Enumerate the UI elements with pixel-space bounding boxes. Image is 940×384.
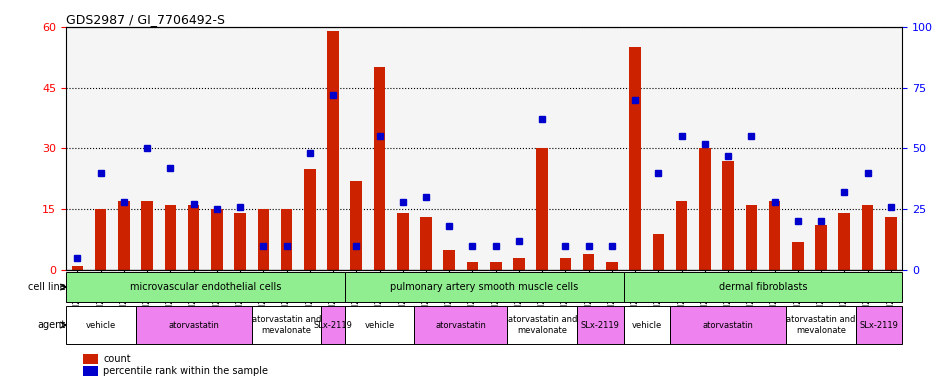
Bar: [722, 161, 734, 270]
Text: SLx-2119: SLx-2119: [581, 321, 619, 329]
Text: agent: agent: [38, 320, 66, 330]
Bar: [188, 205, 199, 270]
FancyBboxPatch shape: [321, 306, 345, 344]
FancyBboxPatch shape: [345, 271, 623, 303]
Bar: [466, 262, 478, 270]
Bar: [258, 209, 269, 270]
Bar: [490, 262, 502, 270]
Text: atorvastatin and
mevalonate: atorvastatin and mevalonate: [787, 315, 855, 335]
Bar: [83, 366, 98, 376]
Bar: [676, 201, 687, 270]
Text: GDS2987 / GI_7706492-S: GDS2987 / GI_7706492-S: [66, 13, 225, 26]
Bar: [118, 201, 130, 270]
FancyBboxPatch shape: [66, 306, 135, 344]
Text: atorvastatin: atorvastatin: [168, 321, 219, 329]
Bar: [420, 217, 431, 270]
Bar: [513, 258, 525, 270]
FancyBboxPatch shape: [415, 306, 508, 344]
Bar: [699, 149, 711, 270]
Bar: [769, 201, 780, 270]
Bar: [862, 205, 873, 270]
FancyBboxPatch shape: [856, 306, 902, 344]
Bar: [630, 47, 641, 270]
FancyBboxPatch shape: [345, 306, 415, 344]
Text: count: count: [103, 354, 131, 364]
Text: pulmonary artery smooth muscle cells: pulmonary artery smooth muscle cells: [390, 282, 578, 292]
Bar: [71, 266, 84, 270]
Bar: [304, 169, 316, 270]
FancyBboxPatch shape: [508, 306, 577, 344]
Bar: [234, 213, 246, 270]
Bar: [141, 201, 153, 270]
Text: vehicle: vehicle: [365, 321, 395, 329]
Bar: [606, 262, 618, 270]
Bar: [745, 205, 757, 270]
FancyBboxPatch shape: [623, 306, 670, 344]
Bar: [351, 181, 362, 270]
Bar: [95, 209, 106, 270]
Bar: [212, 209, 223, 270]
Text: atorvastatin: atorvastatin: [703, 321, 754, 329]
FancyBboxPatch shape: [66, 271, 345, 303]
FancyBboxPatch shape: [786, 306, 856, 344]
Text: vehicle: vehicle: [632, 321, 662, 329]
Bar: [164, 205, 176, 270]
Bar: [652, 233, 665, 270]
Bar: [397, 213, 409, 270]
FancyBboxPatch shape: [623, 271, 902, 303]
Text: microvascular endothelial cells: microvascular endothelial cells: [130, 282, 281, 292]
Text: atorvastatin and
mevalonate: atorvastatin and mevalonate: [252, 315, 321, 335]
Bar: [792, 242, 804, 270]
Bar: [444, 250, 455, 270]
Bar: [83, 354, 98, 364]
FancyBboxPatch shape: [670, 306, 786, 344]
Bar: [537, 149, 548, 270]
FancyBboxPatch shape: [577, 306, 623, 344]
FancyBboxPatch shape: [252, 306, 321, 344]
Bar: [559, 258, 572, 270]
Bar: [885, 217, 897, 270]
Bar: [327, 31, 338, 270]
Text: atorvastatin and
mevalonate: atorvastatin and mevalonate: [508, 315, 577, 335]
Bar: [815, 225, 827, 270]
Text: cell line: cell line: [28, 282, 66, 292]
FancyBboxPatch shape: [135, 306, 252, 344]
Text: dermal fibroblasts: dermal fibroblasts: [719, 282, 807, 292]
Text: SLx-2119: SLx-2119: [314, 321, 352, 329]
Bar: [374, 68, 385, 270]
Bar: [838, 213, 850, 270]
Bar: [583, 254, 594, 270]
Bar: [281, 209, 292, 270]
Text: percentile rank within the sample: percentile rank within the sample: [103, 366, 269, 376]
Text: vehicle: vehicle: [86, 321, 116, 329]
Text: atorvastatin: atorvastatin: [435, 321, 486, 329]
Text: SLx-2119: SLx-2119: [860, 321, 899, 329]
